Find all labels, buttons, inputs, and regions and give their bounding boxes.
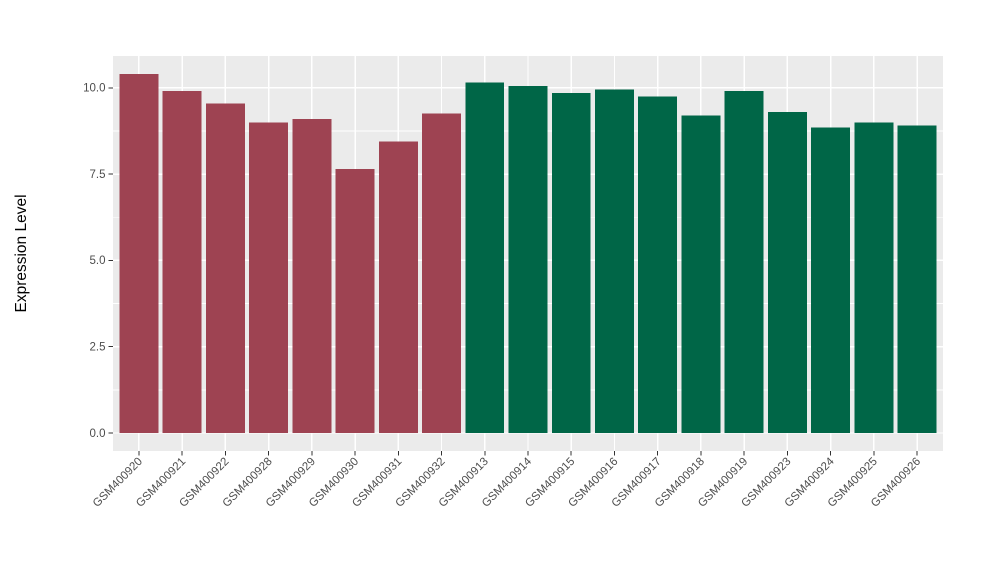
bar-GSM400919 [724, 91, 764, 434]
y-tick-label: 5.0 [90, 255, 106, 267]
bar-GSM400920 [119, 73, 159, 434]
bar-GSM400913 [465, 82, 505, 434]
bar-GSM400930 [335, 168, 375, 434]
bar-GSM400932 [422, 113, 461, 434]
bar-GSM400923 [767, 111, 807, 434]
bar-GSM400915 [551, 92, 591, 434]
y-tick-label: 10.0 [83, 83, 105, 95]
y-tick-label: 2.5 [90, 342, 106, 354]
y-axis-title: Expression Level [13, 194, 30, 312]
bar-GSM400922 [205, 103, 245, 434]
bar-GSM400931 [378, 141, 418, 434]
bar-GSM400929 [292, 118, 332, 434]
bar-GSM400921 [162, 91, 202, 434]
bar-GSM400916 [595, 89, 634, 434]
y-tick-label: 0.0 [90, 428, 106, 440]
bar-GSM400925 [854, 122, 894, 434]
y-tick-label: 7.5 [90, 169, 106, 181]
bar-GSM400918 [681, 115, 721, 434]
bar-GSM400914 [508, 86, 548, 434]
bar-GSM400924 [811, 127, 851, 434]
bar-GSM400928 [249, 122, 289, 434]
bar-GSM400917 [638, 96, 678, 434]
bar-GSM400926 [897, 125, 937, 434]
